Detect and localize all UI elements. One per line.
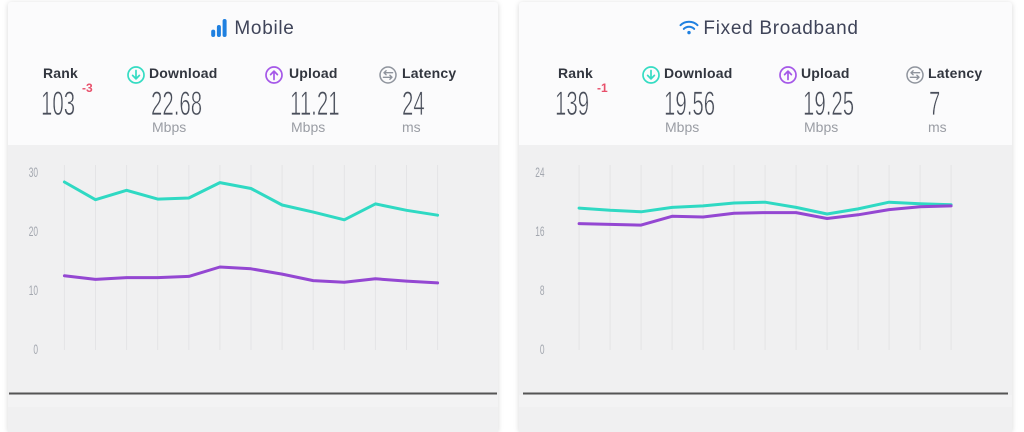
svg-text:0: 0	[540, 343, 545, 357]
svg-text:16: 16	[535, 225, 544, 239]
svg-text:0: 0	[33, 343, 38, 357]
svg-text:20: 20	[29, 225, 38, 239]
svg-text:24: 24	[535, 166, 544, 180]
svg-text:30: 30	[29, 166, 38, 180]
svg-text:8: 8	[540, 284, 545, 298]
svg-text:10: 10	[29, 284, 38, 298]
